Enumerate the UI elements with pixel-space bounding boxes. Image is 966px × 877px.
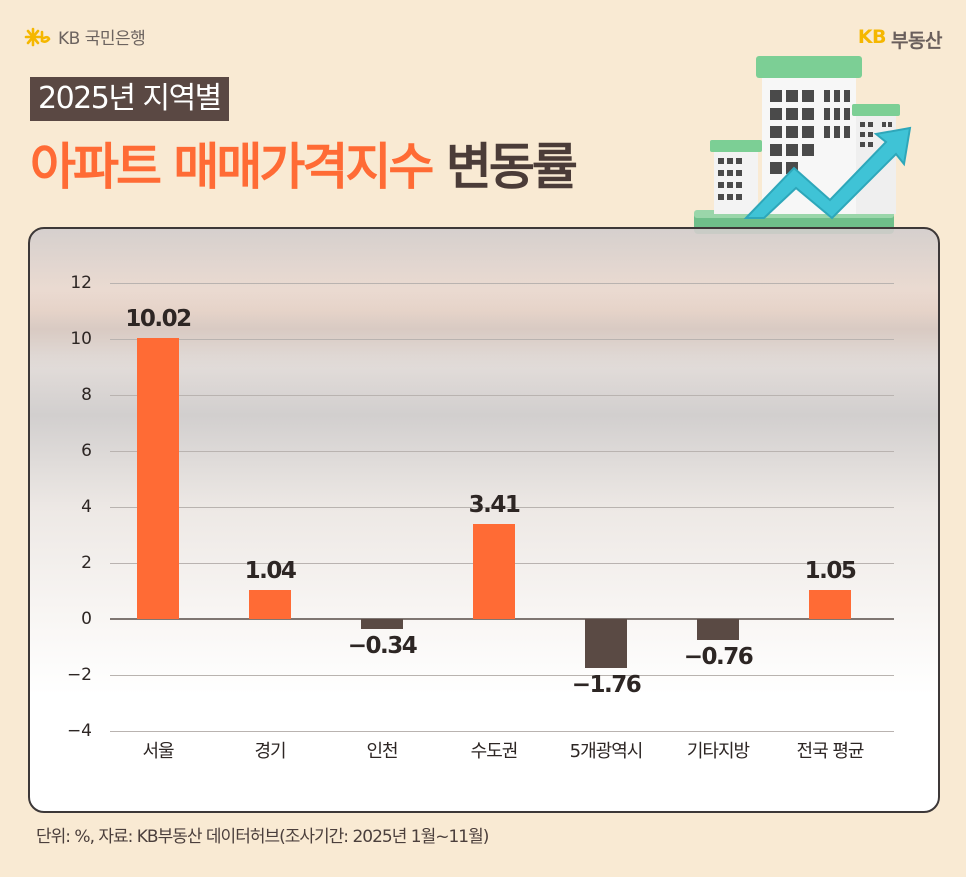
- y-tick-label: 2: [81, 553, 92, 573]
- bar: [585, 619, 627, 669]
- bar: [361, 619, 403, 629]
- gridline: [110, 507, 894, 508]
- x-category-label: 서울: [142, 741, 174, 762]
- y-tick-label: 4: [81, 497, 92, 517]
- y-tick-label: 0: [81, 609, 92, 629]
- value-label: 3.41: [468, 491, 521, 518]
- gridline: [110, 618, 894, 620]
- y-tick-label: −2: [66, 665, 92, 685]
- kb-realty-kb: KB: [857, 26, 887, 48]
- y-tick-label: −4: [66, 721, 92, 741]
- gridline: [110, 451, 894, 452]
- gridline: [110, 283, 894, 284]
- bar: [473, 523, 515, 619]
- x-category-label: 전국 평균: [796, 741, 865, 762]
- chart-area: 12 10 8 6 4 2 0 −2 −4 10.02 서울 1.04 경기 −0.34 인천 3.41 수도…: [28, 227, 940, 813]
- bar: [249, 589, 291, 619]
- bar: [809, 589, 851, 619]
- gridline: [110, 339, 894, 340]
- y-tick-label: 12: [70, 273, 92, 293]
- value-label: 10.02: [125, 306, 192, 333]
- kb-bank-text: KB 국민은행: [58, 29, 146, 49]
- value-label: 1.05: [804, 557, 857, 584]
- title-highlight: 아파트 매매가격지수: [30, 138, 434, 196]
- x-category-label: 5개광역시: [569, 741, 644, 762]
- gridline: [110, 675, 894, 676]
- y-tick-label: 6: [81, 441, 92, 461]
- value-label: 1.04: [244, 557, 297, 584]
- x-category-label: 기타지방: [686, 741, 750, 762]
- bar: [697, 619, 739, 641]
- value-label: −0.34: [347, 632, 418, 659]
- kb-bank-logo: KB 국민은행: [24, 24, 146, 49]
- x-category-label: 인천: [366, 741, 398, 762]
- bar: [137, 338, 179, 619]
- value-label: −1.76: [571, 672, 642, 699]
- subtitle: 2025년 지역별: [30, 77, 229, 121]
- page-title: 아파트 매매가격지수 변동률: [30, 135, 578, 199]
- kb-realty-logo: KB 부동산: [857, 26, 943, 53]
- city-background: [30, 289, 938, 369]
- y-tick-label: 10: [70, 329, 92, 349]
- title-rest: 변동률: [445, 138, 578, 196]
- y-tick-label: 8: [81, 385, 92, 405]
- gridline: [110, 395, 894, 396]
- x-category-label: 수도권: [470, 741, 519, 762]
- kb-star-icon: [24, 27, 51, 46]
- footnote: 단위: %, 자료: KB부동산 데이터허브(조사기간: 2025년 1월~11…: [36, 827, 489, 847]
- x-category-label: 경기: [254, 741, 286, 762]
- kb-realty-name: 부동산: [891, 30, 942, 52]
- gridline: [110, 731, 894, 732]
- value-label: −0.76: [683, 644, 754, 671]
- building-rising-arrow-icon: [694, 56, 912, 234]
